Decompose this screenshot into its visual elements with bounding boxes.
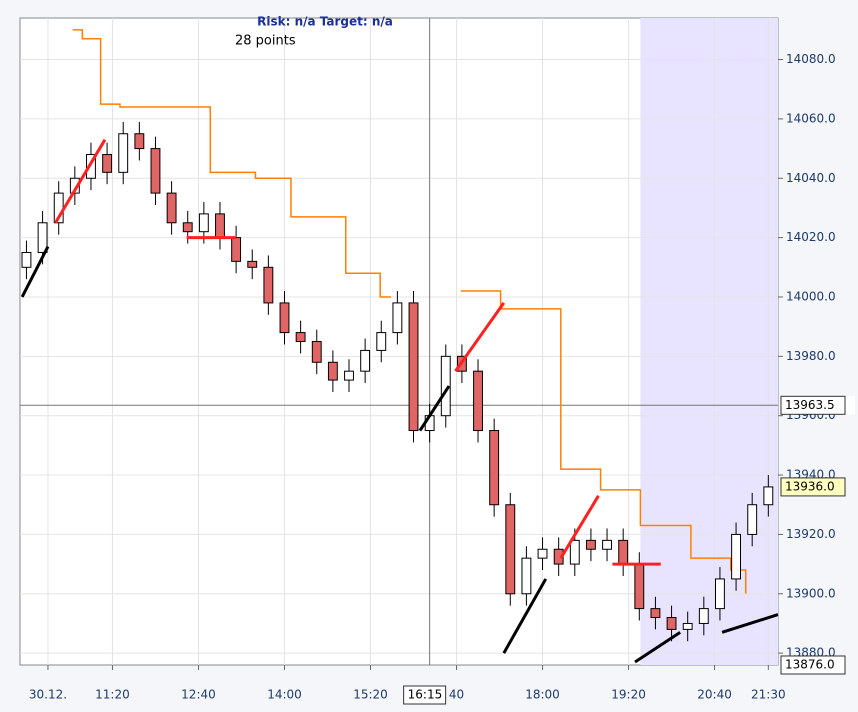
candle-body <box>666 617 677 630</box>
candle-body <box>585 539 596 550</box>
candle-body <box>247 260 258 268</box>
candle-body <box>279 302 290 334</box>
trend-line <box>54 138 107 224</box>
candle-body <box>569 539 580 565</box>
candle-body <box>21 251 32 268</box>
candle-body <box>263 266 274 304</box>
x-tick-label: 21:30 <box>751 688 786 702</box>
y-tick-label: 14000.0 <box>786 289 836 303</box>
x-tick-label: 11:20 <box>95 688 130 702</box>
candle-body <box>763 486 774 506</box>
candle-body <box>150 148 161 194</box>
x-tick-label: 14:00 <box>267 688 302 702</box>
crosshair-y-label: 13963.5 <box>785 398 835 412</box>
stop-line <box>72 29 747 594</box>
price-marker: 13936.0 <box>785 479 835 493</box>
crosshair-x-label-box <box>403 685 447 705</box>
x-tick-label: 30.12. <box>29 688 67 702</box>
trend-line <box>502 578 548 654</box>
candle-body <box>166 192 177 224</box>
candle-body <box>37 222 48 253</box>
candle-body <box>521 557 532 595</box>
price-marker-box <box>780 477 846 497</box>
candle-body <box>118 133 129 173</box>
trend-line <box>634 631 681 664</box>
candle-body <box>489 430 500 506</box>
y-tick-label: 13900.0 <box>786 586 836 600</box>
price-marker-box <box>780 655 846 675</box>
x-tick-label: 19:20 <box>611 688 646 702</box>
candle-body <box>682 622 693 630</box>
candle-body <box>408 302 419 432</box>
candle-body <box>86 154 96 179</box>
y-tick-label: 14080.0 <box>786 52 836 66</box>
y-tick-label: 14060.0 <box>786 111 836 125</box>
candle-body <box>698 608 709 624</box>
candle-body <box>505 504 516 595</box>
session-shade <box>640 18 778 665</box>
candle-body <box>376 332 387 351</box>
candle-body <box>360 349 371 372</box>
candle-body <box>327 361 338 381</box>
y-tick-label: 14040.0 <box>786 171 836 185</box>
candle-body <box>747 504 758 535</box>
candle-body <box>634 563 645 610</box>
points-label: 28 points <box>235 34 296 49</box>
candle-body <box>537 548 548 559</box>
crosshair-x-label: 16:15 <box>408 688 443 702</box>
candle-body <box>440 355 451 417</box>
candle-body <box>134 133 145 150</box>
layer: 13880.013900.013920.013940.013960.013980… <box>20 18 855 705</box>
x-tick-label: 18:00 <box>525 688 560 702</box>
candle-body <box>215 213 225 239</box>
candle-body <box>231 237 242 262</box>
candle-body <box>473 370 483 432</box>
trend-line <box>559 495 600 559</box>
trend-line <box>454 302 506 373</box>
candle-body <box>731 533 742 580</box>
y-tick-label: 13920.0 <box>786 527 836 541</box>
candle-body <box>715 578 725 610</box>
candle-body <box>344 370 354 381</box>
y-tick-label: 14020.0 <box>786 230 836 244</box>
candle-body <box>102 154 113 173</box>
candle-body <box>618 539 629 565</box>
candle-body <box>198 213 209 233</box>
candle-body <box>295 332 306 343</box>
trend-line <box>20 245 50 298</box>
x-tick-label: 20:40 <box>697 688 732 702</box>
risk-target: Risk: n/a Target: n/a <box>257 15 393 29</box>
y-tick-label: 13980.0 <box>786 349 836 363</box>
x-tick-label: 40 <box>449 688 464 702</box>
x-tick-label: 12:40 <box>181 688 216 702</box>
candle-body <box>392 302 403 334</box>
crosshair-y-label-box <box>780 395 846 415</box>
candle-body <box>602 539 612 550</box>
price-marker: 13876.0 <box>785 658 835 672</box>
trend-line <box>418 385 451 432</box>
candle-body <box>182 222 193 233</box>
candle-body <box>311 341 322 363</box>
trend-line <box>721 613 779 634</box>
candle-body <box>650 608 661 619</box>
x-tick-label: 15:20 <box>353 688 388 702</box>
